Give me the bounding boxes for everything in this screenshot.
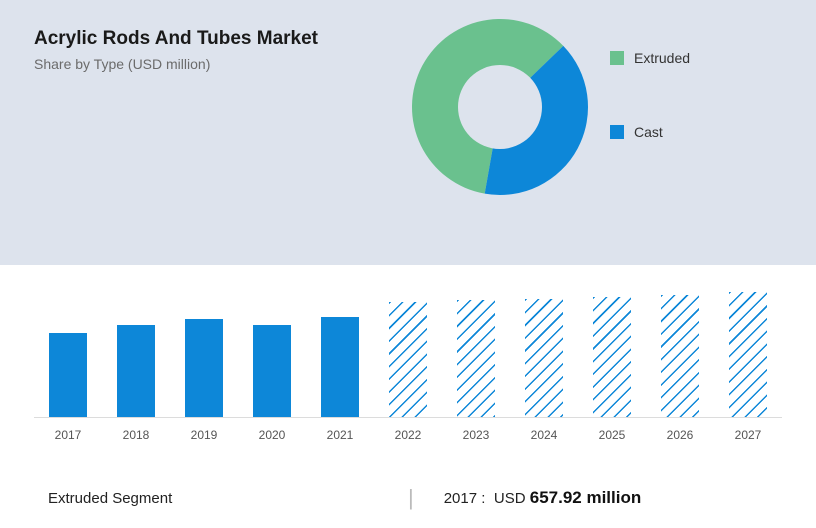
donut-legend: Extruded Cast — [610, 50, 690, 198]
bar-slot — [238, 325, 306, 417]
bar-label: 2023 — [442, 428, 510, 442]
donut-hole — [458, 65, 542, 149]
bar-label: 2018 — [102, 428, 170, 442]
bar-chart: 2017201820192020202120222023202420252026… — [0, 265, 816, 465]
footer-year: 2017 : — [444, 490, 486, 507]
bar-label: 2022 — [374, 428, 442, 442]
bar-slot — [102, 325, 170, 417]
legend-swatch — [610, 125, 624, 139]
bar-label: 2017 — [34, 428, 102, 442]
bar-label: 2027 — [714, 428, 782, 442]
footer: Extruded Segment | 2017 : USD 657.92 mil… — [0, 476, 816, 528]
bar-label: 2021 — [306, 428, 374, 442]
bar-2027 — [729, 292, 767, 417]
bar-slot — [374, 302, 442, 417]
bar-slot — [714, 292, 782, 417]
footer-value: 657.92 million — [530, 488, 642, 507]
footer-currency: USD — [494, 490, 530, 507]
legend-label: Cast — [634, 124, 663, 140]
bar-slot — [34, 333, 102, 417]
bar-2025 — [593, 297, 631, 417]
bar-slot — [442, 300, 510, 417]
bar-slot — [578, 297, 646, 417]
bar-2023 — [457, 300, 495, 417]
bar-2019 — [185, 319, 223, 417]
bar-labels-row: 2017201820192020202120222023202420252026… — [34, 428, 782, 442]
bars-row — [34, 283, 782, 418]
bar-2026 — [661, 295, 699, 417]
legend-label: Extruded — [634, 50, 690, 66]
bar-slot — [170, 319, 238, 417]
legend-swatch — [610, 51, 624, 65]
bar-2018 — [117, 325, 155, 417]
header-panel: Acrylic Rods And Tubes Market Share by T… — [0, 0, 816, 265]
bar-label: 2026 — [646, 428, 714, 442]
bar-label: 2019 — [170, 428, 238, 442]
legend-item-extruded: Extruded — [610, 50, 690, 66]
bar-2024 — [525, 299, 563, 417]
bar-2021 — [321, 317, 359, 417]
bar-label: 2024 — [510, 428, 578, 442]
donut-svg — [405, 12, 595, 202]
bar-2020 — [253, 325, 291, 417]
bar-slot — [510, 299, 578, 417]
legend-item-cast: Cast — [610, 124, 690, 140]
bar-label: 2025 — [578, 428, 646, 442]
donut-chart — [405, 12, 595, 202]
bar-label: 2020 — [238, 428, 306, 442]
bar-2017 — [49, 333, 87, 417]
footer-segment-label: Extruded Segment — [48, 490, 408, 507]
bar-slot — [646, 295, 714, 417]
footer-divider: | — [408, 485, 414, 511]
bar-2022 — [389, 302, 427, 417]
bar-slot — [306, 317, 374, 417]
